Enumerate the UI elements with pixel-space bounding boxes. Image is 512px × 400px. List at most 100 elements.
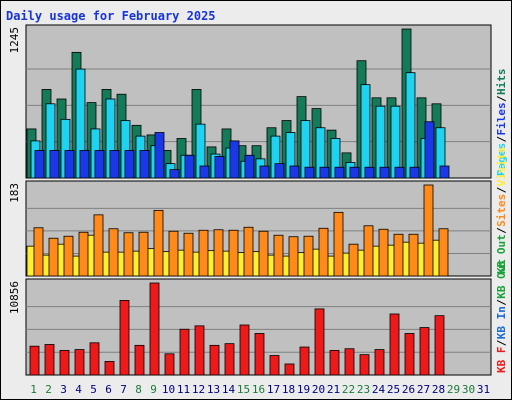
middle-panel-bar-sites-day-2 <box>48 237 59 277</box>
top-panel-legend-separator: / <box>495 95 508 102</box>
bottom-panel-legend-separator: / <box>495 299 508 306</box>
middle-panel-bar-sites-day-18 <box>288 236 299 277</box>
top-panel-bar-pages-day-21 <box>334 166 345 179</box>
top-panel-bar-pages-day-27 <box>424 121 435 179</box>
day-label-14: 14 <box>222 383 236 396</box>
day-label-23: 23 <box>357 383 370 396</box>
bottom-panel-bar-kbf-day-28 <box>434 315 445 376</box>
day-label-28: 28 <box>432 383 445 396</box>
bottom-panel-bar-kbf-day-9 <box>149 282 160 376</box>
top-panel-bar-pages-day-19 <box>304 166 315 179</box>
top-panel-bar-pages-day-2 <box>49 150 60 179</box>
top-panel-bar-pages-day-10 <box>169 169 180 179</box>
bottom-panel-side-legend: KB F/KB In/KB Out <box>495 259 508 373</box>
middle-panel-bar-sites-day-3 <box>63 235 74 277</box>
top-panel-bar-pages-day-8 <box>139 150 150 179</box>
bottom-panel-bar-kbf-day-2 <box>44 344 55 376</box>
top-panel-bar-pages-day-14 <box>229 140 240 179</box>
bottom-panel-bar-kbf-day-4 <box>74 349 85 376</box>
top-panel-bar-pages-day-1 <box>34 150 45 179</box>
middle-panel-bar-sites-day-4 <box>78 231 89 277</box>
bottom-panel-legend-kb-in: KB In <box>495 306 508 339</box>
day-label-13: 13 <box>207 383 220 396</box>
bottom-panel-legend-kb-f: KB F <box>495 347 508 374</box>
bottom-panel-bar-kbf-day-14 <box>224 343 235 376</box>
middle-panel-bar-sites-day-19 <box>303 235 314 277</box>
top-panel-bar-pages-day-7 <box>124 150 135 179</box>
day-label-19: 19 <box>297 383 310 396</box>
middle-panel-bar-sites-day-25 <box>393 233 404 277</box>
day-label-9: 9 <box>150 383 157 396</box>
day-label-3: 3 <box>60 383 67 396</box>
day-label-11: 11 <box>177 383 190 396</box>
middle-panel-ymax-label: 183 <box>8 183 21 203</box>
day-label-6: 6 <box>105 383 112 396</box>
bottom-panel-bar-kbf-day-5 <box>89 342 100 376</box>
day-label-4: 4 <box>75 383 82 396</box>
bottom-panel-bar-kbf-day-8 <box>134 344 145 376</box>
day-label-21: 21 <box>327 383 340 396</box>
middle-panel-side-legend: KB Out/Sites/Visits <box>495 147 508 274</box>
middle-panel-bar-sites-day-26 <box>408 233 419 277</box>
top-panel-bar-pages-day-12 <box>199 165 210 179</box>
bottom-panel-bar-kbf-day-1 <box>29 345 40 376</box>
middle-panel-bar-sites-day-10 <box>168 230 179 277</box>
day-label-2: 2 <box>45 383 52 396</box>
top-panel-legend-separator: / <box>495 136 508 143</box>
middle-panel-bar-sites-day-13 <box>213 229 224 277</box>
middle-panel-bar-sites-day-16 <box>258 230 269 277</box>
top-panel-bar-pages-day-3 <box>64 150 75 179</box>
bottom-panel-bar-kbf-day-26 <box>404 333 415 376</box>
middle-panel-legend-visits: Visits <box>495 147 508 187</box>
top-panel-bar-pages-day-15 <box>244 154 255 179</box>
top-panel-bar-pages-day-4 <box>79 150 90 179</box>
chart-title: Daily usage for February 2025 <box>6 9 216 23</box>
bottom-panel-bar-kbf-day-12 <box>194 325 205 376</box>
middle-panel-bar-sites-day-21 <box>333 211 344 277</box>
day-label-29: 29 <box>447 383 460 396</box>
top-panel-legend-hits: Hits <box>495 69 508 96</box>
middle-panel-legend-kb-out: KB Out <box>495 234 508 274</box>
day-label-5: 5 <box>90 383 97 396</box>
day-label-1: 1 <box>30 383 37 396</box>
bottom-panel-bar-kbf-day-13 <box>209 344 220 376</box>
bottom-panel-bar-kbf-day-17 <box>269 355 280 376</box>
top-panel-bar-files-day-26 <box>405 72 416 179</box>
day-label-27: 27 <box>417 383 430 396</box>
top-panel-bar-pages-day-5 <box>94 150 105 179</box>
middle-panel-bar-sites-day-5 <box>93 214 104 277</box>
day-label-17: 17 <box>267 383 280 396</box>
bottom-panel-bar-kbf-day-22 <box>344 348 355 376</box>
top-panel-legend-files: Files <box>495 102 508 135</box>
day-label-22: 22 <box>342 383 355 396</box>
top-panel-bar-pages-day-22 <box>349 166 360 179</box>
middle-panel-bar-sites-day-27 <box>423 184 434 277</box>
bottom-panel-legend-kb-out: KB Out <box>495 259 508 299</box>
bottom-panel-ymax-label: 10856 <box>8 281 21 314</box>
middle-panel-bar-sites-day-28 <box>438 228 449 277</box>
middle-panel-bar-sites-day-1 <box>33 227 44 277</box>
top-panel-bar-pages-day-20 <box>319 166 330 179</box>
bottom-panel-bar-kbf-day-10 <box>164 353 175 376</box>
bottom-panel-bar-kbf-day-23 <box>359 354 370 376</box>
top-panel-bar-pages-day-9 <box>154 132 165 179</box>
top-panel-legend-pages: Pages <box>495 143 508 176</box>
bottom-panel-bar-kbf-day-21 <box>329 350 340 376</box>
top-panel-bar-pages-day-26 <box>409 166 420 179</box>
bottom-panel-bar-kbf-day-25 <box>389 313 400 376</box>
middle-panel-legend-separator: / <box>495 186 508 193</box>
top-panel-bar-pages-day-11 <box>184 154 195 179</box>
bottom-panel-bar-kbf-day-16 <box>254 333 265 376</box>
day-label-15: 15 <box>237 383 250 396</box>
middle-panel-legend-sites: Sites <box>495 194 508 227</box>
middle-panel-bar-sites-day-7 <box>123 232 134 277</box>
bottom-panel-legend-separator: / <box>495 339 508 346</box>
top-panel-side-legend: Pages/Files/Hits <box>495 69 508 177</box>
day-label-10: 10 <box>162 383 175 396</box>
middle-panel-bar-sites-day-14 <box>228 229 239 277</box>
day-label-31: 31 <box>477 383 490 396</box>
